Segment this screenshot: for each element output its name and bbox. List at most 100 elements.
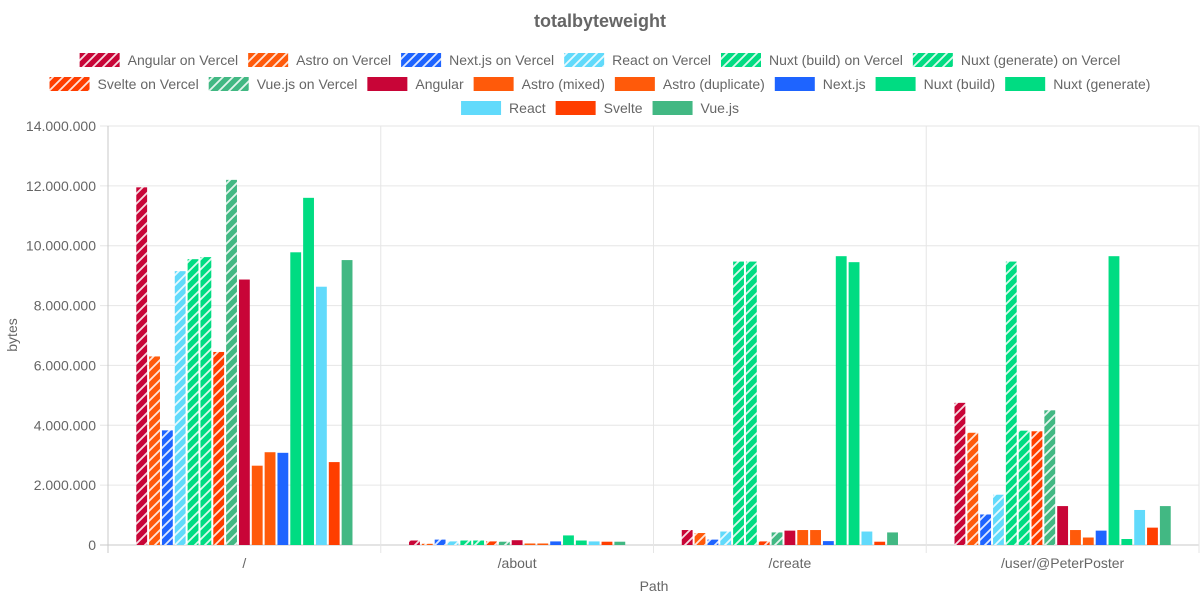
legend-item-nuxt-generate-on-vercel[interactable]: Nuxt (generate) on Vercel: [912, 52, 1121, 68]
bar-react-1[interactable]: [315, 286, 327, 545]
bar-react-on-vercel-2[interactable]: [447, 541, 459, 545]
legend-item-next-js-on-vercel[interactable]: Next.js on Vercel: [401, 52, 554, 68]
legend-item-vue-js[interactable]: Vue.js: [652, 100, 739, 116]
legend-item-nuxt-generate[interactable]: Nuxt (generate): [1005, 76, 1150, 92]
legend-item-astro-on-vercel[interactable]: Astro on Vercel: [248, 52, 391, 68]
bar-astro-on-vercel-2[interactable]: [421, 543, 433, 545]
bar-astro-duplicate-3[interactable]: [810, 530, 821, 545]
bar-svelte-4[interactable]: [1147, 527, 1158, 545]
legend-item-angular[interactable]: Angular: [367, 76, 464, 92]
bar-vue-js-on-vercel-2[interactable]: [498, 541, 510, 545]
bar-next-js-on-vercel-3[interactable]: [707, 539, 719, 545]
bar-angular-3[interactable]: [784, 530, 796, 545]
legend-swatch: [614, 77, 655, 91]
bar-nuxt-generate-4[interactable]: [1121, 539, 1133, 545]
bar-next-js-on-vercel-4[interactable]: [980, 514, 992, 545]
bar-vue-js-2[interactable]: [614, 541, 626, 545]
bar-astro-on-vercel-3[interactable]: [694, 533, 706, 545]
bar-nuxt-build-3[interactable]: [835, 256, 847, 545]
bar-vue-js-1[interactable]: [341, 260, 353, 545]
bar-next-js-on-vercel-1[interactable]: [161, 430, 173, 545]
legend-label: Next.js on Vercel: [449, 52, 554, 68]
bar-svelte-on-vercel-2[interactable]: [486, 541, 497, 545]
bar-vue-js-on-vercel-1[interactable]: [226, 179, 237, 545]
bar-svelte-2[interactable]: [601, 541, 613, 545]
bar-svelte-on-vercel-3[interactable]: [758, 541, 770, 545]
bar-next-js-on-vercel-2[interactable]: [434, 539, 446, 545]
bar-astro-mixed-4[interactable]: [1070, 530, 1081, 545]
bar-react-4[interactable]: [1134, 509, 1146, 545]
y-tick-label: 14.000.000: [26, 118, 96, 134]
bar-vue-js-on-vercel-4[interactable]: [1044, 410, 1056, 545]
x-axis-ticks: / /about/create/user/@PeterPoster: [242, 555, 1124, 571]
bar-next-js-1[interactable]: [277, 452, 289, 545]
bar-react-on-vercel-1[interactable]: [174, 271, 186, 545]
legend-label: React on Vercel: [612, 52, 711, 68]
bar-vue-js-3[interactable]: [887, 532, 898, 545]
legend-swatch: [564, 53, 605, 67]
bar-nuxt-generate-3[interactable]: [848, 262, 860, 545]
legend-item-vue-js-on-vercel[interactable]: Vue.js on Vercel: [208, 76, 358, 92]
bar-vue-js-on-vercel-3[interactable]: [771, 532, 783, 545]
bar-nuxt-build-1[interactable]: [290, 252, 302, 546]
bar-angular-on-vercel-4[interactable]: [954, 402, 966, 545]
bar-react-on-vercel-3[interactable]: [720, 531, 732, 545]
bar-astro-mixed-3[interactable]: [797, 530, 809, 545]
legend-item-nuxt-build[interactable]: Nuxt (build): [875, 76, 996, 92]
bar-nuxt-build-4[interactable]: [1108, 256, 1120, 545]
bar-angular-1[interactable]: [238, 279, 250, 545]
bar-nuxt-build-on-vercel-1[interactable]: [187, 259, 199, 545]
bar-svelte-on-vercel-1[interactable]: [213, 351, 225, 545]
bar-next-js-2[interactable]: [550, 541, 562, 545]
bar-astro-on-vercel-4[interactable]: [967, 432, 979, 545]
bar-nuxt-generate-on-vercel-3[interactable]: [745, 261, 757, 545]
legend-item-angular-on-vercel[interactable]: Angular on Vercel: [79, 52, 239, 68]
legend-item-next-js[interactable]: Next.js: [774, 76, 866, 92]
bar-nuxt-generate-2[interactable]: [575, 540, 587, 545]
bar-nuxt-generate-1[interactable]: [303, 197, 314, 545]
bar-nuxt-generate-on-vercel-1[interactable]: [200, 257, 212, 545]
bar-astro-mixed-2[interactable]: [524, 543, 536, 546]
bar-nuxt-generate-on-vercel-4[interactable]: [1018, 430, 1030, 545]
legend-label: Nuxt (generate): [1053, 76, 1150, 92]
bar-astro-mixed-1[interactable]: [251, 465, 263, 545]
bar-react-on-vercel-4[interactable]: [993, 494, 1004, 545]
bar-nuxt-build-on-vercel-3[interactable]: [733, 261, 744, 545]
bar-next-js-4[interactable]: [1095, 530, 1107, 545]
bar-svelte-3[interactable]: [874, 541, 886, 545]
bar-astro-duplicate-1[interactable]: [264, 452, 276, 545]
bar-astro-duplicate-4[interactable]: [1082, 537, 1094, 545]
legend-label: Svelte: [604, 100, 643, 116]
bar-angular-on-vercel-1[interactable]: [136, 187, 148, 545]
legend-item-nuxt-build-on-vercel[interactable]: Nuxt (build) on Vercel: [721, 52, 903, 68]
bar-nuxt-build-2[interactable]: [563, 535, 574, 545]
bar-angular-on-vercel-2[interactable]: [409, 540, 420, 545]
bar-svelte-1[interactable]: [328, 462, 340, 545]
bar-nuxt-generate-on-vercel-2[interactable]: [473, 540, 485, 545]
bar-nuxt-build-on-vercel-2[interactable]: [460, 540, 472, 545]
legend-item-svelte-on-vercel[interactable]: Svelte on Vercel: [49, 76, 199, 92]
bar-angular-2[interactable]: [511, 540, 523, 545]
legend-item-astro-duplicate[interactable]: Astro (duplicate): [614, 76, 765, 92]
legend-item-react[interactable]: React: [461, 100, 546, 116]
bar-react-2[interactable]: [588, 541, 600, 545]
legend-item-react-on-vercel[interactable]: React on Vercel: [564, 52, 711, 68]
bar-astro-duplicate-2[interactable]: [537, 543, 549, 546]
bar-next-js-3[interactable]: [822, 541, 834, 545]
legend-label: Nuxt (build): [924, 76, 996, 92]
x-axis-title: Path: [640, 578, 669, 594]
bar-angular-on-vercel-3[interactable]: [681, 530, 693, 545]
bar-vue-js-4[interactable]: [1159, 506, 1171, 545]
bar-angular-4[interactable]: [1057, 506, 1069, 545]
legend-item-svelte[interactable]: Svelte: [555, 100, 643, 116]
bar-astro-on-vercel-1[interactable]: [149, 356, 160, 545]
legend-item-astro-mixed[interactable]: Astro (mixed): [473, 76, 605, 92]
chart-title: totalbyteweight: [534, 11, 666, 31]
legend-label: Vue.js: [701, 100, 739, 116]
bar-svelte-on-vercel-4[interactable]: [1031, 431, 1043, 545]
bar-nuxt-build-on-vercel-4[interactable]: [1005, 261, 1017, 545]
legend-label: Nuxt (build) on Vercel: [769, 52, 903, 68]
bar-react-3[interactable]: [861, 531, 873, 545]
y-tick-label: 0: [88, 537, 96, 553]
